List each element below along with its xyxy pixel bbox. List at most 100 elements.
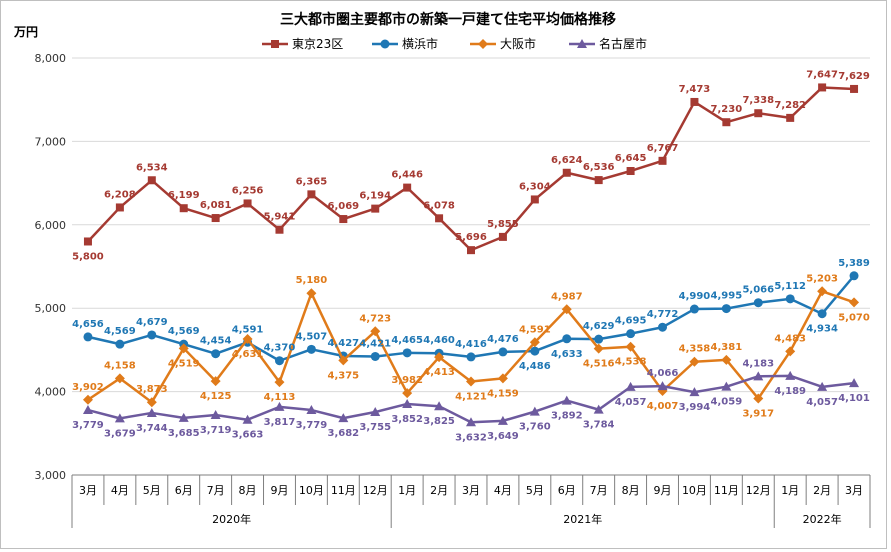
data-point <box>338 413 349 423</box>
data-point <box>529 406 540 416</box>
y-tick-label: 6,000 <box>35 219 67 232</box>
data-point <box>274 401 285 411</box>
data-point <box>307 190 316 199</box>
data-label: 4,059 <box>711 397 743 408</box>
data-label: 3,982 <box>391 375 423 386</box>
data-label: 5,389 <box>838 258 870 269</box>
data-point <box>370 326 381 337</box>
data-label: 4,591 <box>519 324 551 335</box>
data-point <box>178 343 189 354</box>
y-tick-label: 3,000 <box>35 469 67 482</box>
y-tick-label: 5,000 <box>35 302 67 315</box>
year-label: 2022年 <box>803 512 842 526</box>
data-point <box>210 410 221 420</box>
data-point <box>467 246 475 255</box>
x-tick-label: 11月 <box>714 484 739 497</box>
data-point <box>466 352 476 362</box>
x-tick-label: 1月 <box>781 484 799 497</box>
data-label: 4,519 <box>168 358 200 369</box>
legend: 東京23区 横浜市 大阪市 名古屋市 <box>262 36 647 51</box>
x-tick-label: 4月 <box>494 484 512 497</box>
data-label: 3,679 <box>104 428 136 439</box>
data-point <box>817 381 828 391</box>
data-label: 3,779 <box>72 420 104 431</box>
data-label: 7,629 <box>838 71 870 82</box>
data-label: 4,454 <box>200 336 232 347</box>
x-tick-label: 2月 <box>430 484 448 497</box>
data-label: 4,772 <box>647 309 679 320</box>
data-label: 3,632 <box>455 432 487 443</box>
data-label: 4,159 <box>487 388 519 399</box>
data-point <box>497 415 508 425</box>
data-label: 7,282 <box>774 100 806 111</box>
data-point <box>689 356 700 367</box>
data-point <box>785 370 796 380</box>
data-point <box>849 271 859 281</box>
data-label: 4,569 <box>104 326 136 337</box>
data-point <box>370 351 380 361</box>
x-tick-label: 10月 <box>682 484 707 497</box>
data-label: 4,483 <box>774 333 806 344</box>
data-point <box>690 97 699 106</box>
x-tick-label: 3月 <box>845 484 863 497</box>
data-label: 4,125 <box>200 391 232 402</box>
data-label: 7,647 <box>806 69 838 80</box>
data-label: 4,066 <box>647 368 679 379</box>
data-label: 4,057 <box>806 397 838 408</box>
data-label: 3,779 <box>296 420 328 431</box>
data-point <box>626 167 635 176</box>
data-label: 4,413 <box>423 367 455 378</box>
data-point <box>306 288 317 299</box>
data-point <box>785 294 795 304</box>
data-point <box>146 397 157 408</box>
data-label: 4,934 <box>806 324 838 335</box>
x-tick-label: 6月 <box>175 484 193 497</box>
data-point <box>529 337 540 348</box>
data-point <box>785 346 796 357</box>
data-point <box>817 286 828 297</box>
data-label: 6,199 <box>168 190 200 201</box>
x-tick-label: 3月 <box>79 484 97 497</box>
data-label: 4,381 <box>711 342 743 353</box>
data-label: 4,416 <box>455 339 487 350</box>
data-point <box>497 373 508 384</box>
data-point <box>115 339 125 349</box>
y-axis-ticks: 3,000 4,000 5,000 6,000 7,000 8,000 <box>35 52 67 482</box>
data-point <box>593 404 604 414</box>
y-tick-label: 7,000 <box>35 135 67 148</box>
data-point <box>658 156 667 165</box>
data-point <box>849 297 860 308</box>
data-point <box>210 376 221 387</box>
legend-label: 横浜市 <box>402 36 438 51</box>
data-point <box>721 304 731 314</box>
data-label: 5,066 <box>742 285 774 296</box>
x-tick-label: 5月 <box>526 484 544 497</box>
data-label: 6,304 <box>519 181 551 192</box>
data-label: 6,069 <box>327 201 359 212</box>
data-label: 5,800 <box>72 251 104 262</box>
x-tick-label: 8月 <box>239 484 257 497</box>
data-point <box>850 84 859 93</box>
y-tick-label: 8,000 <box>35 52 67 65</box>
data-label: 4,370 <box>264 343 296 354</box>
data-point <box>818 83 827 92</box>
data-point <box>626 329 636 339</box>
data-point <box>114 413 125 423</box>
y-axis-unit-label: 万円 <box>13 25 38 39</box>
data-label: 6,256 <box>232 185 264 196</box>
data-label: 4,679 <box>136 317 168 328</box>
data-point <box>594 334 604 344</box>
data-point <box>753 371 764 381</box>
x-tick-label: 10月 <box>299 484 324 497</box>
data-label: 5,112 <box>774 281 806 292</box>
data-label: 5,941 <box>264 212 296 223</box>
legend-marker <box>271 40 279 48</box>
x-tick-label: 12月 <box>746 484 771 497</box>
data-label: 4,507 <box>296 331 328 342</box>
data-label: 6,534 <box>136 162 168 173</box>
data-point <box>753 393 764 404</box>
x-tick-label: 2月 <box>813 484 831 497</box>
data-label: 5,855 <box>487 219 519 230</box>
data-point <box>786 113 795 122</box>
